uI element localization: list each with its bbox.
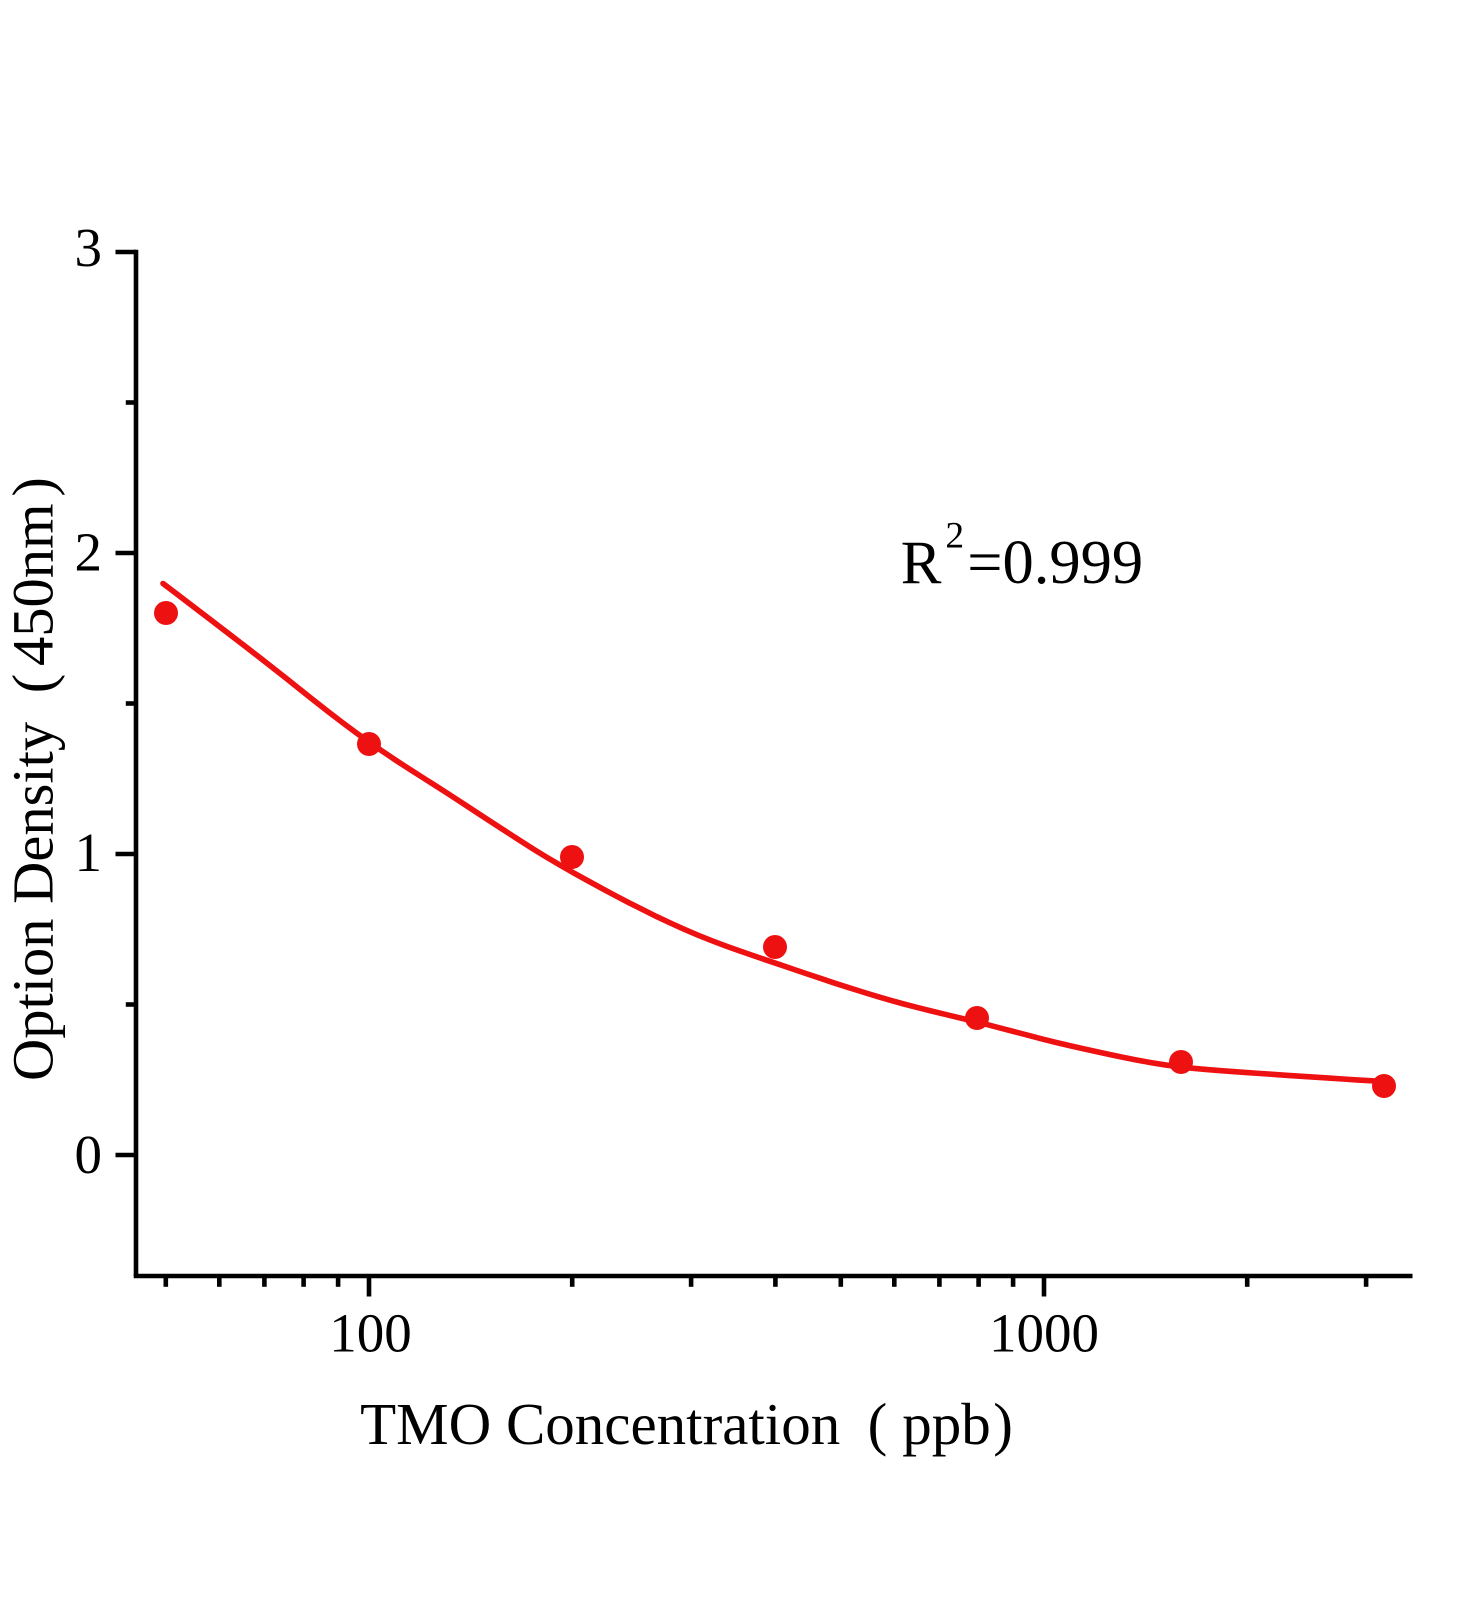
svg-text:ppb: ppb (902, 1391, 991, 1457)
svg-text:(: ( (1, 674, 66, 693)
svg-text:3: 3 (75, 217, 103, 278)
svg-text:): ) (993, 1391, 1013, 1457)
svg-text:TMO Concentration: TMO Concentration (360, 1391, 840, 1457)
svg-text:R: R (901, 530, 942, 597)
svg-text:450nm: 450nm (1, 503, 66, 666)
svg-text:): ) (1, 477, 66, 496)
svg-text:(: ( (868, 1391, 888, 1457)
svg-text:1: 1 (75, 822, 103, 883)
svg-text:0: 0 (75, 1124, 103, 1185)
svg-text:=0.999: =0.999 (967, 527, 1143, 597)
svg-text:Option Density: Option Density (1, 721, 66, 1081)
svg-text:2: 2 (945, 516, 964, 557)
svg-text:2: 2 (75, 522, 103, 583)
svg-text:100: 100 (329, 1303, 412, 1364)
svg-text:1000: 1000 (989, 1303, 1099, 1364)
